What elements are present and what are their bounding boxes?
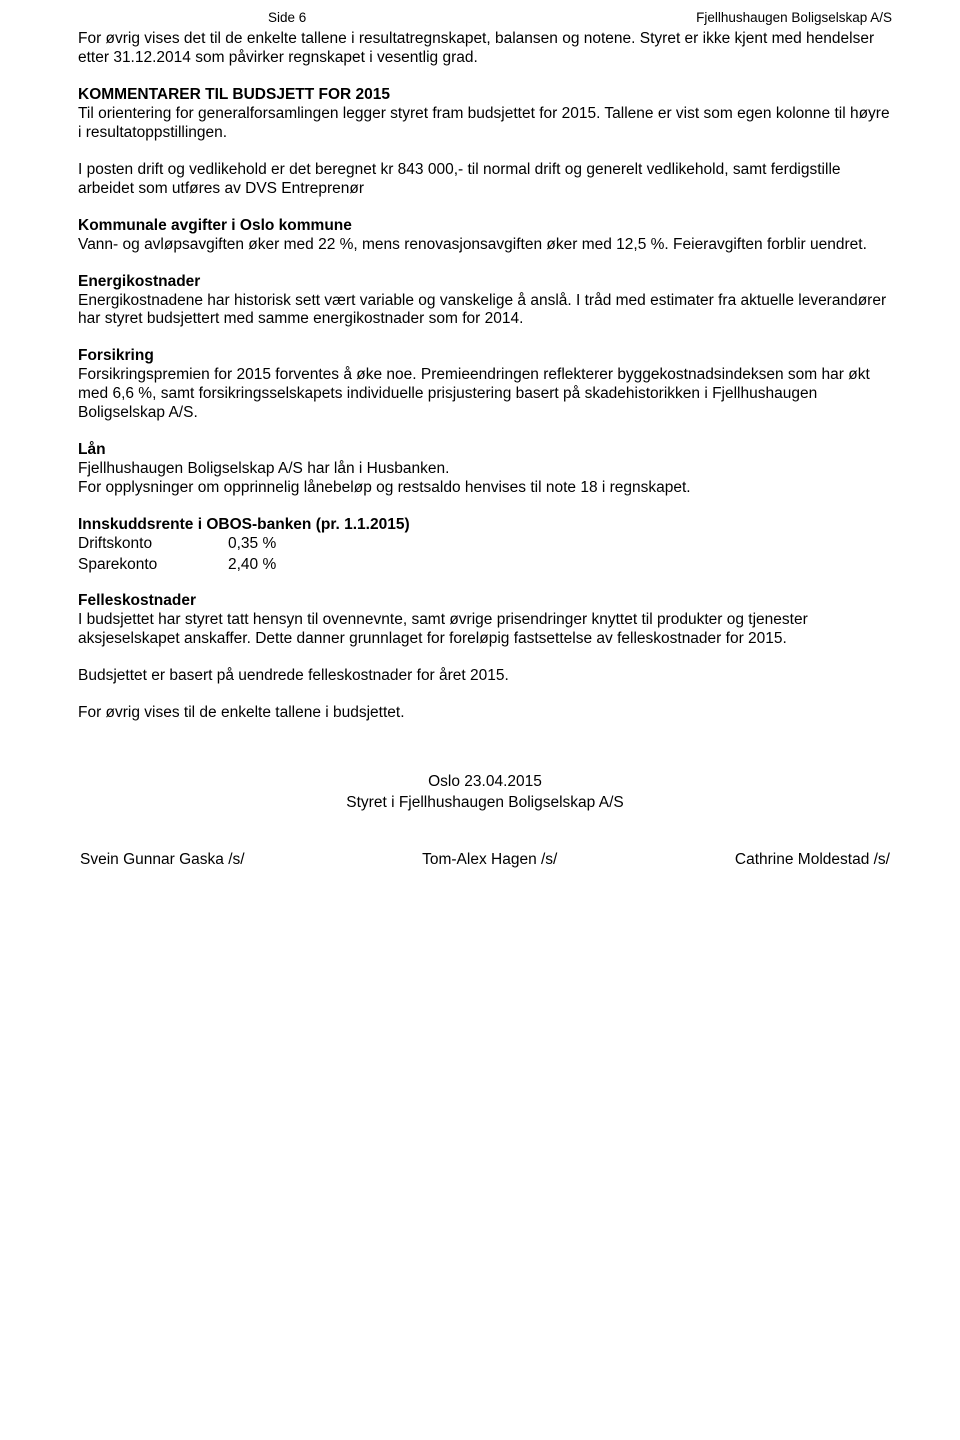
laan-section: Lån Fjellhushaugen Boligselskap A/S har … (78, 441, 892, 498)
signers-row: Svein Gunnar Gaska /s/ Tom-Alex Hagen /s… (78, 851, 892, 870)
signer-1: Svein Gunnar Gaska /s/ (80, 851, 245, 870)
kommentarer-p2: I posten drift og vedlikehold er det ber… (78, 161, 892, 199)
felleskostnader-section: Felleskostnader I budsjettet har styret … (78, 592, 892, 649)
driftskonto-label: Driftskonto (78, 535, 228, 554)
kommunale-heading: Kommunale avgifter i Oslo kommune (78, 217, 892, 236)
intro-paragraph: For øvrig vises det til de enkelte talle… (78, 30, 892, 68)
energi-section: Energikostnader Energikostnadene har his… (78, 273, 892, 330)
laan-p2: For opplysninger om opprinnelig lånebelø… (78, 479, 892, 498)
signer-3: Cathrine Moldestad /s/ (735, 851, 890, 870)
signature-place-date: Oslo 23.04.2015 (78, 773, 892, 792)
sparekonto-value: 2,40 % (228, 556, 892, 575)
innskuddsrente-section: Innskuddsrente i OBOS-banken (pr. 1.1.20… (78, 516, 892, 575)
felleskostnader-p1: I budsjettet har styret tatt hensyn til … (78, 611, 892, 649)
forsikring-p1: Forsikringspremien for 2015 forventes å … (78, 366, 892, 423)
page-number: Side 6 (78, 10, 306, 26)
innskuddsrente-heading: Innskuddsrente i OBOS-banken (pr. 1.1.20… (78, 516, 892, 535)
laan-p1: Fjellhushaugen Boligselskap A/S har lån … (78, 460, 892, 479)
page-header: Side 6 Fjellhushaugen Boligselskap A/S (78, 0, 892, 30)
signature-block: Oslo 23.04.2015 Styret i Fjellhushaugen … (78, 773, 892, 813)
company-name-header: Fjellhushaugen Boligselskap A/S (696, 10, 892, 26)
felleskostnader-p3: For øvrig vises til de enkelte tallene i… (78, 704, 892, 723)
sparekonto-label: Sparekonto (78, 556, 228, 575)
kommentarer-p1: Til orientering for generalforsamlingen … (78, 105, 892, 143)
kommunale-section: Kommunale avgifter i Oslo kommune Vann- … (78, 217, 892, 255)
felleskostnader-heading: Felleskostnader (78, 592, 892, 611)
kommunale-p1: Vann- og avløpsavgiften øker med 22 %, m… (78, 236, 892, 255)
driftskonto-value: 0,35 % (228, 535, 892, 554)
energi-heading: Energikostnader (78, 273, 892, 292)
forsikring-section: Forsikring Forsikringspremien for 2015 f… (78, 347, 892, 423)
signature-board-line: Styret i Fjellhushaugen Boligselskap A/S (78, 794, 892, 813)
forsikring-heading: Forsikring (78, 347, 892, 366)
document-page: Side 6 Fjellhushaugen Boligselskap A/S F… (0, 0, 960, 1440)
kommentarer-heading: KOMMENTARER TIL BUDSJETT FOR 2015 (78, 86, 892, 105)
felleskostnader-p2: Budsjettet er basert på uendrede fellesk… (78, 667, 892, 686)
laan-heading: Lån (78, 441, 892, 460)
energi-p1: Energikostnadene har historisk sett vært… (78, 292, 892, 330)
rates-grid: Driftskonto 0,35 % Sparekonto 2,40 % (78, 535, 892, 575)
signer-2: Tom-Alex Hagen /s/ (422, 851, 557, 870)
